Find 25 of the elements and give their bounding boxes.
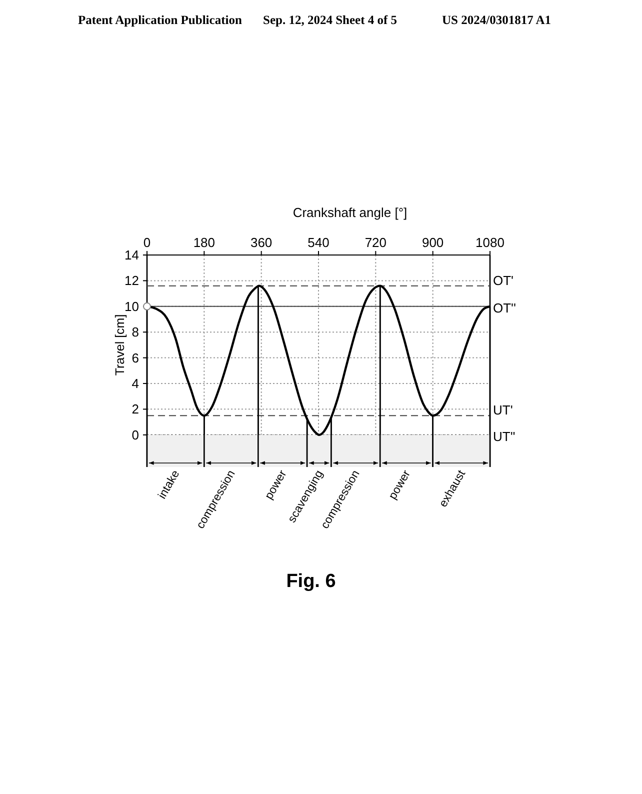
x-tick-label: 0: [143, 235, 151, 250]
y-tick-label: 8: [132, 324, 139, 340]
x-tick-label: 720: [364, 235, 387, 250]
x-tick-label: 1080: [476, 235, 504, 250]
ref-line-label: OT': [493, 272, 514, 288]
x-axis-title: Crankshaft angle [°]: [292, 205, 408, 220]
text: Sep. 12, 2024 Sheet 4 of 5: [263, 13, 398, 27]
y-axis-title: Travel [cm]: [113, 314, 127, 376]
text: Patent Application Publication: [78, 13, 242, 27]
y-tick-label: 6: [132, 350, 139, 366]
y-tick-label: 12: [124, 273, 139, 288]
y-tick-label: 4: [132, 376, 139, 391]
x-tick-label: 360: [250, 235, 272, 250]
x-tick-label: 900: [422, 235, 444, 250]
x-tick-label: 540: [308, 235, 330, 250]
ref-line-label: UT': [493, 402, 513, 418]
y-tick-label: 10: [124, 298, 139, 314]
ref-line-label: UT'': [493, 428, 516, 444]
text: US 2024/0301817 A1: [442, 13, 552, 27]
x-tick-label: 180: [193, 235, 216, 250]
ref-line-label: OT'': [493, 300, 516, 316]
y-tick-label: 0: [132, 427, 139, 442]
y-tick-label: 14: [124, 248, 139, 262]
y-tick-label: 2: [132, 402, 139, 417]
text: Fig. 6: [286, 571, 336, 592]
